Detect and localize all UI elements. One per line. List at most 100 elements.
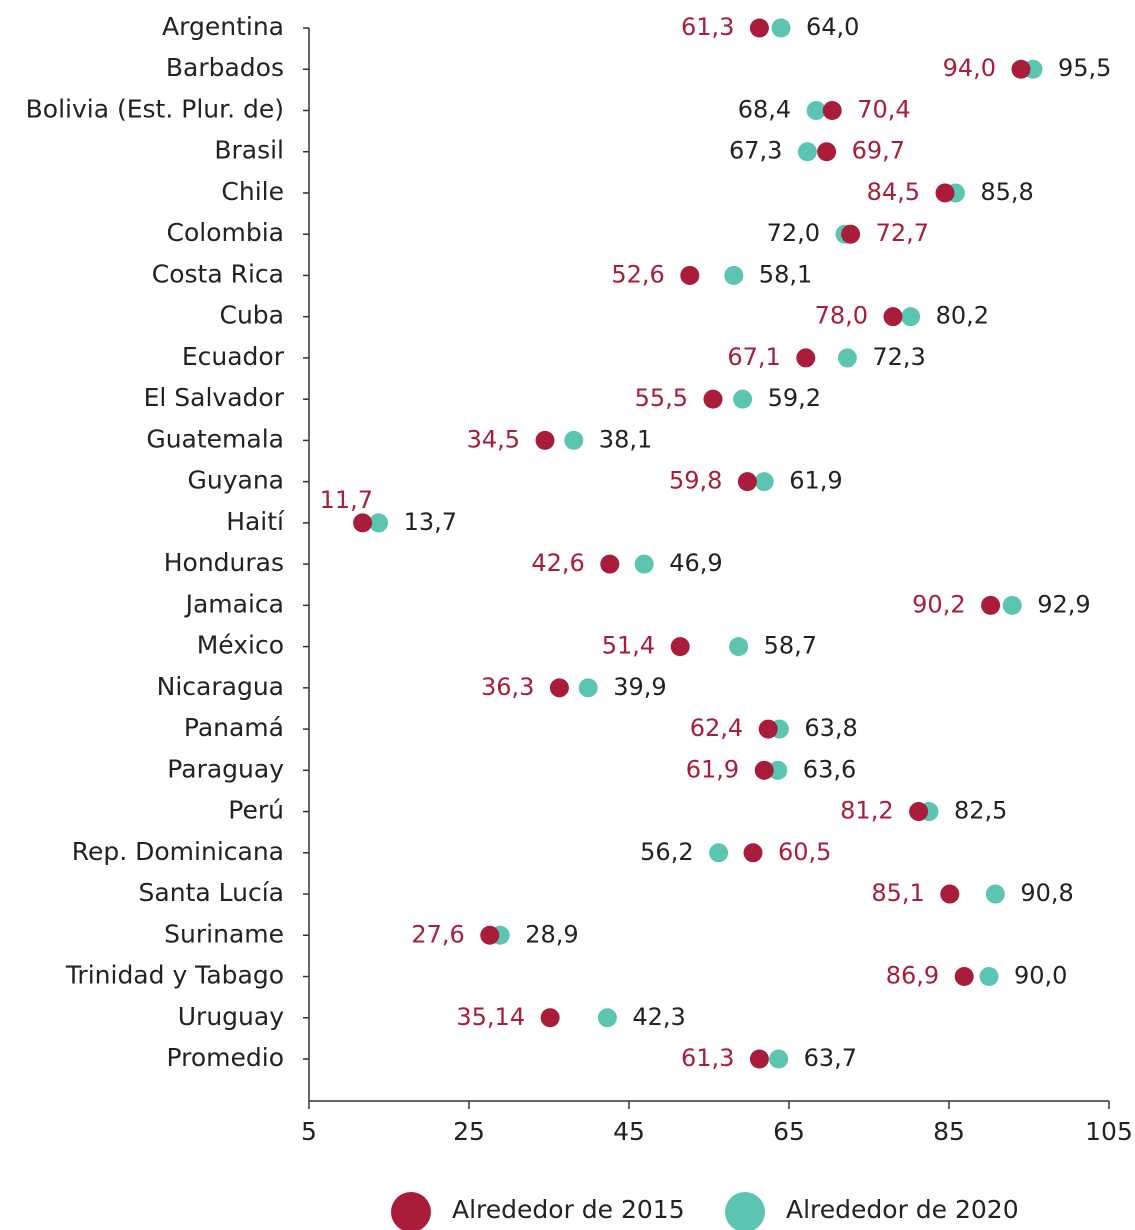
data-label: 63,8	[804, 714, 857, 742]
dot	[670, 637, 690, 657]
data-label: 90,0	[1014, 962, 1067, 990]
dot	[540, 1008, 560, 1028]
data-label: 38,1	[599, 425, 652, 453]
y-tick-label: Jamaica	[184, 589, 284, 618]
x-tick-label: 25	[453, 1117, 485, 1146]
dot	[935, 183, 955, 203]
data-label: 72,7	[876, 219, 929, 247]
data-label: 86,9	[886, 962, 939, 990]
data-label: 27,6	[411, 920, 464, 948]
data-label: 70,4	[857, 95, 910, 123]
legend-label: Alrededor de 2015	[452, 1195, 685, 1224]
dot	[1002, 595, 1022, 615]
dot	[578, 678, 598, 698]
data-label: 35,14	[456, 1003, 525, 1031]
data-label: 61,9	[789, 467, 842, 495]
dot	[749, 18, 769, 38]
data-label: 94,0	[943, 54, 996, 82]
y-tick-label: Promedio	[166, 1043, 284, 1072]
dot	[724, 265, 744, 285]
data-label: 42,6	[531, 549, 584, 577]
dot	[733, 389, 753, 409]
dot	[797, 142, 817, 162]
x-tick-label: 5	[301, 1117, 317, 1146]
y-tick-label: Argentina	[162, 12, 284, 41]
dot	[549, 678, 569, 698]
data-label: 62,4	[690, 714, 743, 742]
data-label: 61,9	[686, 755, 739, 783]
y-tick-label: Brasil	[214, 136, 284, 165]
data-label: 78,0	[815, 302, 868, 330]
dot	[758, 719, 778, 739]
dot	[837, 348, 857, 368]
dot	[754, 760, 774, 780]
dot	[981, 595, 1001, 615]
dot	[817, 142, 837, 162]
dot	[353, 513, 373, 533]
dot	[743, 843, 763, 863]
data-label: 52,6	[611, 260, 664, 288]
data-label: 68,4	[738, 95, 791, 123]
dot	[841, 224, 861, 244]
data-label: 72,0	[767, 219, 820, 247]
y-tick-label: Santa Lucía	[139, 878, 284, 907]
data-label: 85,8	[980, 178, 1033, 206]
data-label: 34,5	[467, 425, 520, 453]
y-tick-label: Ecuador	[182, 342, 285, 371]
dot	[1011, 59, 1031, 79]
dot	[985, 884, 1005, 904]
dot	[954, 967, 974, 987]
dot	[600, 554, 620, 574]
data-label: 61,3	[681, 13, 734, 41]
legend-swatch	[725, 1192, 765, 1230]
data-label: 80,2	[936, 302, 989, 330]
dot	[979, 967, 999, 987]
y-tick-label: Colombia	[167, 218, 284, 247]
data-label: 85,1	[871, 879, 924, 907]
y-tick-label: Cuba	[220, 301, 285, 330]
dot	[709, 843, 729, 863]
data-label: 95,5	[1058, 54, 1111, 82]
data-label: 92,9	[1037, 590, 1090, 618]
y-tick-label: Barbados	[166, 53, 284, 82]
dot	[822, 100, 842, 120]
data-label: 58,7	[764, 632, 817, 660]
y-tick-label: Uruguay	[178, 1002, 284, 1031]
data-label: 59,8	[669, 467, 722, 495]
y-tick-label: Chile	[221, 177, 284, 206]
data-label: 63,7	[804, 1044, 857, 1072]
y-tick-label: Suriname	[164, 919, 284, 948]
dot	[737, 472, 757, 492]
data-label: 55,5	[635, 384, 688, 412]
x-tick-label: 85	[933, 1117, 965, 1146]
data-label: 36,3	[481, 673, 534, 701]
dot	[369, 513, 389, 533]
data-label: 60,5	[778, 838, 831, 866]
data-label: 67,3	[729, 137, 782, 165]
data-label: 61,3	[681, 1044, 734, 1072]
dot	[768, 760, 788, 780]
dot	[680, 265, 700, 285]
dot	[769, 1049, 789, 1069]
data-label: 72,3	[872, 343, 925, 371]
y-tick-label: Panamá	[184, 713, 284, 742]
y-tick-label: México	[197, 631, 284, 660]
legend-label: Alrededor de 2020	[786, 1195, 1019, 1224]
y-tick-label: Haití	[226, 507, 285, 536]
y-tick-label: Bolivia (Est. Plur. de)	[26, 94, 284, 123]
data-label: 11,7	[320, 486, 373, 514]
y-tick-label: Honduras	[164, 548, 284, 577]
data-label: 69,7	[852, 137, 905, 165]
data-label: 58,1	[759, 260, 812, 288]
data-label: 90,2	[912, 590, 965, 618]
dot	[480, 925, 500, 945]
dot	[535, 430, 555, 450]
data-label: 39,9	[613, 673, 666, 701]
dot	[901, 307, 921, 327]
data-label: 56,2	[640, 838, 693, 866]
y-tick-label: Perú	[228, 796, 284, 825]
y-tick-label: Rep. Dominicana	[72, 837, 284, 866]
x-tick-label: 45	[613, 1117, 645, 1146]
y-tick-label: Trinidad y Tabago	[65, 961, 284, 990]
